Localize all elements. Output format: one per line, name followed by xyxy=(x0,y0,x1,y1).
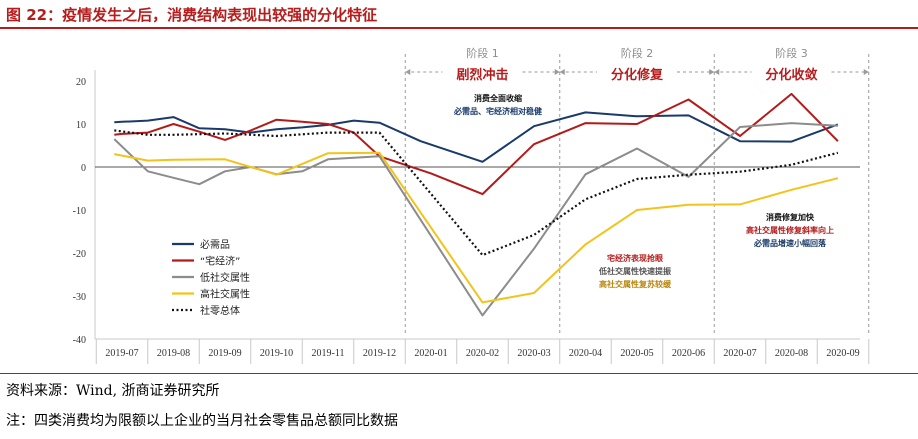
y-tick-label: -20 xyxy=(73,249,86,260)
legend-label: 高社交属性 xyxy=(200,288,250,301)
x-tick-label: 2019-12 xyxy=(363,348,396,359)
x-tick-label: 2019-07 xyxy=(105,348,138,359)
y-tick-label: 20 xyxy=(76,77,86,88)
annotation-text: 必需品增速小幅回落 xyxy=(753,238,827,248)
phase-arrow-left xyxy=(714,69,720,75)
phase-label: 阶段 2 xyxy=(621,46,654,60)
series-line-blue xyxy=(114,111,839,163)
x-tick-label: 2020-05 xyxy=(620,348,653,359)
figure-title: 图 22：疫情发生之后，消费结构表现出较强的分化特征 xyxy=(6,6,378,24)
phase-label: 阶段 1 xyxy=(466,46,499,60)
x-tick-label: 2020-04 xyxy=(569,348,602,359)
phase-title: 分化修复 xyxy=(611,67,664,83)
annotation-text: 高社交属性修复斜率向上 xyxy=(746,225,834,235)
phase-title: 剧烈冲击 xyxy=(456,67,508,83)
x-tick-label: 2020-08 xyxy=(775,348,808,359)
annotation-text: 高社交属性复苏较缓 xyxy=(599,279,672,289)
x-tick-label: 2020-09 xyxy=(826,348,859,359)
legend-label: 社零总体 xyxy=(200,304,240,317)
footer-rule xyxy=(0,373,918,374)
data-note: 注：四类消费均为限额以上企业的当月社会零售品总额同比数据 xyxy=(6,413,398,429)
x-tick-label: 2019-10 xyxy=(260,348,293,359)
x-tick-label: 2019-11 xyxy=(312,348,345,359)
phase-arrow-left xyxy=(559,69,565,75)
y-tick-label: 0 xyxy=(81,163,86,174)
phase-arrow-right xyxy=(709,69,715,75)
x-tick-label: 2020-01 xyxy=(414,348,447,359)
y-tick-label: -30 xyxy=(73,292,86,303)
series-line-black xyxy=(114,129,839,257)
legend-label: 必需品 xyxy=(200,238,230,251)
series-line-gray xyxy=(113,122,838,317)
annotation-text: 宅经济表现抢眼 xyxy=(607,253,663,263)
legend-label: 低社交属性 xyxy=(200,271,250,284)
annotation-text: 低社交属性快速提振 xyxy=(598,266,671,276)
phase-arrow-right xyxy=(554,69,560,75)
y-tick-label: -40 xyxy=(73,335,86,346)
x-tick-label: 2020-02 xyxy=(466,348,499,359)
phase-arrow-left xyxy=(405,69,411,75)
title-rule xyxy=(0,27,918,29)
annotation-text: 消费修复加快 xyxy=(766,212,815,222)
source-note: 资料来源：Wind, 浙商证券研究所 xyxy=(6,383,220,399)
phase-arrow-right xyxy=(863,69,869,75)
annotation-text: 消费全面收缩 xyxy=(474,93,522,103)
x-tick-label: 2020-06 xyxy=(672,348,705,359)
legend-label: “宅经济” xyxy=(200,255,240,268)
x-tick-label: 2020-07 xyxy=(723,348,756,359)
x-tick-label: 2019-08 xyxy=(157,348,190,359)
line-chart: 阶段 1 剧烈冲击 阶段 2 分化修复 阶段 3 分化收敛 20 10 0 -10 -20 -30 -… xyxy=(73,46,870,364)
y-tick-label: -10 xyxy=(73,206,86,217)
y-tick-label: 10 xyxy=(76,120,86,131)
x-tick-label: 2019-09 xyxy=(208,348,241,359)
phase-title: 分化收敛 xyxy=(765,67,817,83)
annotation-text: 必需品、宅经济相对稳健 xyxy=(453,106,542,116)
x-tick-label: 2020-03 xyxy=(517,348,550,359)
series-line-yellow xyxy=(114,151,839,304)
phase-label: 阶段 3 xyxy=(775,46,808,60)
